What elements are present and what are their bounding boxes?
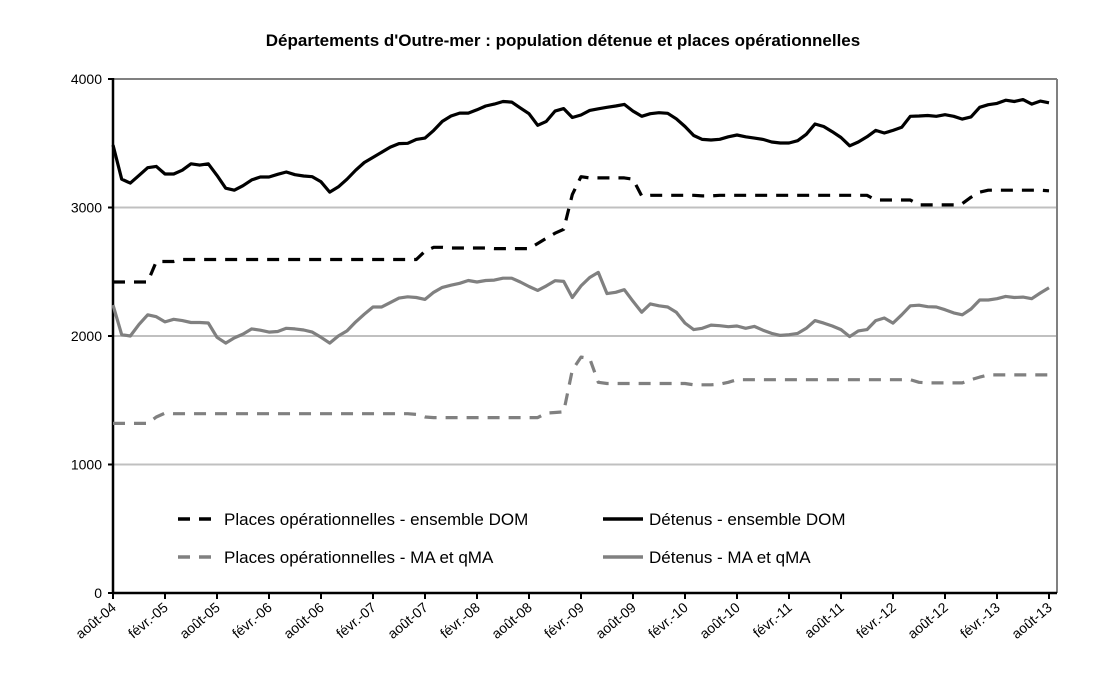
- chart-title: Départements d'Outre-mer : population dé…: [266, 31, 860, 50]
- x-tick-label: août-11: [801, 599, 847, 641]
- x-tick-label: août-13: [1008, 599, 1055, 642]
- series-line-2: [113, 355, 1049, 425]
- x-tick-label: août-09: [592, 599, 639, 642]
- legend-label: Détenus - MA et qMA: [649, 548, 811, 567]
- x-tick-label: août-10: [696, 599, 743, 642]
- y-tick-label: 3000: [71, 200, 102, 216]
- x-tick-label: févr.-11: [750, 599, 795, 641]
- x-tick-label: août-04: [72, 599, 119, 642]
- x-tick-label: févr.-13: [957, 599, 1003, 641]
- x-tick-label: févr.-07: [333, 599, 379, 641]
- series-line-0: [113, 175, 1050, 284]
- x-tick-label: août-08: [488, 599, 535, 642]
- gridlines: [113, 78, 1058, 593]
- x-tick-label: févr.-08: [437, 599, 483, 641]
- y-tick-label: 4000: [71, 71, 102, 87]
- x-tick-label: févr.-06: [229, 599, 275, 641]
- series-line-1: [111, 97, 1050, 194]
- legend: Places opérationnelles - ensemble DOM Dét…: [178, 510, 846, 567]
- legend-label: Détenus - ensemble DOM: [649, 510, 846, 529]
- x-tick-label: févr.-09: [541, 599, 587, 641]
- series-group: [111, 97, 1050, 425]
- series-line-3: [111, 270, 1050, 345]
- x-tick-label: août-06: [280, 599, 327, 642]
- y-tick-label: 0: [94, 585, 102, 601]
- x-tick-label: août-05: [176, 599, 223, 642]
- legend-label: Places opérationnelles - ensemble DOM: [224, 510, 528, 529]
- y-tick-label: 1000: [71, 457, 102, 473]
- x-tick-label: févr.-10: [645, 599, 691, 641]
- x-tick-label: févr.-12: [853, 599, 899, 641]
- y-tick-label: 2000: [71, 328, 102, 344]
- x-tick-label: févr.-05: [125, 599, 171, 641]
- x-tick-label: août-12: [904, 599, 951, 642]
- legend-label: Places opérationnelles - MA et qMA: [224, 548, 494, 567]
- x-tick-label: août-07: [384, 599, 431, 642]
